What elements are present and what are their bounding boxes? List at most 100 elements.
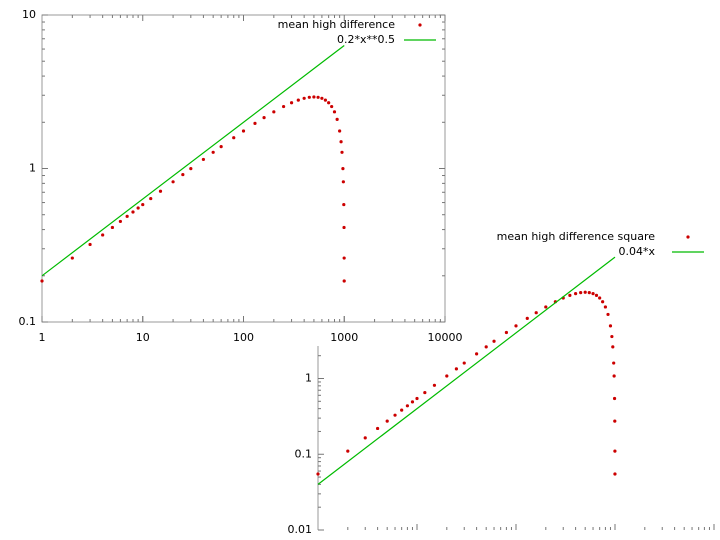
data-point xyxy=(454,367,458,371)
data-point xyxy=(341,167,345,171)
data-point xyxy=(296,98,300,102)
data-point xyxy=(544,305,548,309)
legend-label: 0.04*x xyxy=(618,245,655,258)
data-point xyxy=(376,426,380,431)
data-point xyxy=(612,361,616,365)
data-point xyxy=(125,214,129,218)
legend-marker xyxy=(418,23,422,27)
data-point xyxy=(211,150,215,154)
data-point xyxy=(400,408,404,412)
data-point xyxy=(579,291,583,295)
data-point xyxy=(323,98,328,102)
y-tick-label: 1 xyxy=(305,372,312,385)
data-point xyxy=(241,129,246,133)
x-tick-label: 1 xyxy=(39,331,46,344)
fit-line xyxy=(41,45,345,277)
data-point xyxy=(342,202,346,207)
legend-label: 0.2*x**0.5 xyxy=(337,33,395,46)
data-point xyxy=(410,400,415,404)
data-point xyxy=(525,316,529,320)
data-point xyxy=(342,225,346,230)
data-point xyxy=(346,449,350,453)
data-point xyxy=(574,292,578,296)
data-point xyxy=(603,305,608,309)
data-point xyxy=(423,390,427,395)
data-point xyxy=(610,334,614,339)
data-point xyxy=(340,150,344,154)
data-point xyxy=(591,292,595,296)
data-point xyxy=(341,180,345,184)
data-point xyxy=(158,189,163,193)
data-point xyxy=(606,312,610,317)
legend-label: mean high difference square xyxy=(497,230,656,243)
data-point xyxy=(253,121,257,126)
data-point xyxy=(316,95,320,99)
data-point xyxy=(272,110,276,114)
data-point xyxy=(320,96,324,100)
data-point xyxy=(601,300,605,304)
chart-background xyxy=(0,0,465,346)
data-point xyxy=(281,104,286,109)
data-point xyxy=(598,296,602,300)
data-point xyxy=(171,180,175,184)
data-point xyxy=(613,449,617,453)
data-point xyxy=(405,404,410,408)
data-point xyxy=(302,96,306,100)
data-point xyxy=(393,413,397,417)
data-point xyxy=(587,291,591,295)
data-point xyxy=(432,383,437,387)
x-tick-label: 1000 xyxy=(330,331,358,344)
data-point xyxy=(136,206,140,210)
y-tick-label: 0.1 xyxy=(19,315,37,328)
data-point xyxy=(514,324,518,328)
data-point xyxy=(583,290,587,294)
data-point xyxy=(342,256,346,260)
data-point xyxy=(181,172,185,177)
data-point xyxy=(219,144,223,149)
data-point xyxy=(131,210,135,214)
data-point xyxy=(462,361,466,365)
data-point xyxy=(613,472,617,476)
x-tick-label: 100 xyxy=(233,331,254,344)
data-point xyxy=(201,157,206,162)
data-point xyxy=(70,256,74,260)
data-point xyxy=(327,101,331,105)
y-tick-label: 0.01 xyxy=(288,523,313,536)
data-point xyxy=(232,136,236,140)
data-point xyxy=(339,140,343,144)
data-point xyxy=(504,330,509,335)
legend-marker xyxy=(686,235,690,239)
data-point xyxy=(141,202,145,207)
data-point xyxy=(338,129,342,133)
data-point xyxy=(289,101,294,105)
data-point xyxy=(613,419,617,423)
y-tick-label: 0.1 xyxy=(295,447,313,460)
legend-label: mean high difference xyxy=(278,18,396,31)
data-point xyxy=(475,352,479,356)
data-point xyxy=(492,339,496,343)
y-tick-label: 10 xyxy=(22,8,36,21)
data-point xyxy=(316,472,320,476)
data-point xyxy=(307,95,311,99)
data-point xyxy=(262,116,266,120)
data-point xyxy=(594,293,599,297)
data-point xyxy=(385,419,389,423)
data-point xyxy=(363,436,367,440)
data-point xyxy=(612,396,617,401)
data-point xyxy=(118,219,122,224)
data-point xyxy=(40,279,44,283)
data-point xyxy=(88,242,92,247)
fit-line xyxy=(317,256,616,485)
data-point xyxy=(612,374,616,378)
data-point xyxy=(534,311,538,315)
data-point xyxy=(101,233,105,237)
data-point xyxy=(608,324,613,328)
data-point xyxy=(568,293,572,297)
data-point xyxy=(330,104,334,109)
data-point xyxy=(332,110,337,114)
x-tick-label: 10000 xyxy=(428,331,463,344)
data-point xyxy=(335,117,339,121)
x-tick-label: 10 xyxy=(136,331,150,344)
data-point xyxy=(149,196,153,201)
